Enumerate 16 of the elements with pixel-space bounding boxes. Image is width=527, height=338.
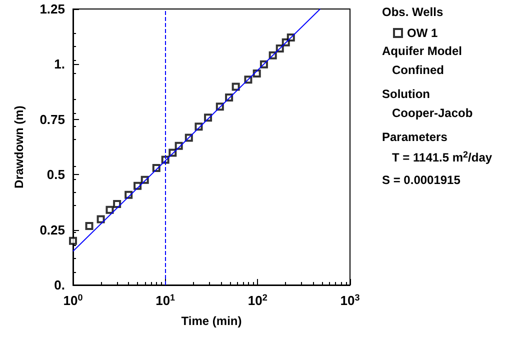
legend-title: Obs. Wells bbox=[382, 5, 444, 19]
y-tick-label: 0. bbox=[54, 278, 65, 292]
text: S = 0.0001915 bbox=[382, 173, 461, 187]
y-tick-label: 1. bbox=[54, 56, 65, 72]
y-tick-label: 0.5 bbox=[46, 167, 65, 182]
text: Confined bbox=[392, 63, 444, 77]
y-axis-title: Drawdown (m) bbox=[12, 106, 26, 188]
legend-label: OW 1 bbox=[407, 26, 438, 40]
y-tick-label: 1.25 bbox=[40, 2, 65, 16]
text: Cooper-Jacob bbox=[392, 106, 473, 120]
text: Solution bbox=[382, 87, 430, 101]
text: Parameters bbox=[382, 130, 448, 144]
y-tick-label: 0.25 bbox=[40, 222, 65, 238]
y-tick-label: 0.75 bbox=[40, 112, 65, 127]
text: Aquifer Model bbox=[382, 44, 462, 58]
x-axis-title: Time (min) bbox=[181, 314, 242, 328]
